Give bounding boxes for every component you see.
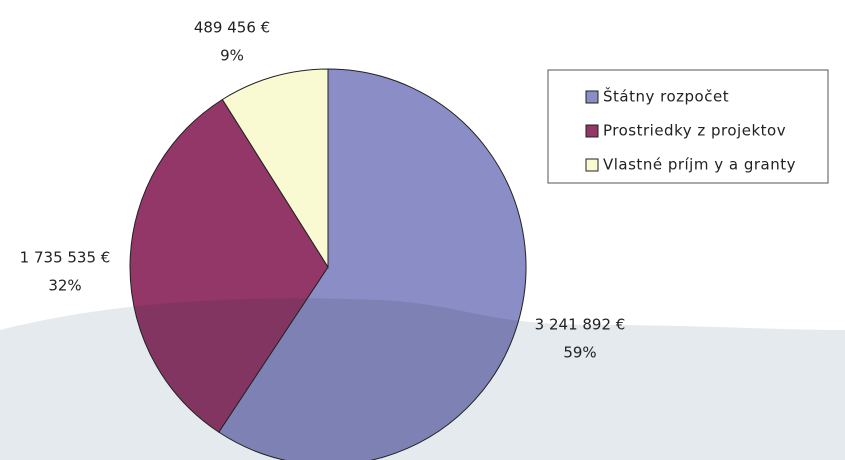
pie-slice xyxy=(218,68,527,460)
legend-swatch xyxy=(585,158,599,172)
pie-slice xyxy=(129,98,329,433)
legend-label: Prostriedky z projektov xyxy=(603,122,786,140)
pie-shade xyxy=(130,298,526,460)
legend-swatch xyxy=(585,124,599,138)
legend-swatch xyxy=(585,90,599,104)
percent-label: 32% xyxy=(48,277,81,295)
value-label: 3 241 892 € xyxy=(535,316,626,334)
labels: 3 241 892 € 59% 1 735 535 € 32% 489 456 € 9% xyxy=(20,19,626,362)
value-label: 489 456 € xyxy=(194,19,270,37)
legend: Štátny rozpočet Prostriedky z projektov Vl… xyxy=(585,87,796,174)
percent-label: 9% xyxy=(220,47,244,65)
value-label: 1 735 535 € xyxy=(20,249,111,267)
pie-slice xyxy=(221,68,329,269)
legend-label: Vlastné príjm y a granty xyxy=(603,156,796,174)
legend-label: Štátny rozpočet xyxy=(603,87,729,106)
pie xyxy=(129,68,527,460)
percent-label: 59% xyxy=(563,344,596,362)
